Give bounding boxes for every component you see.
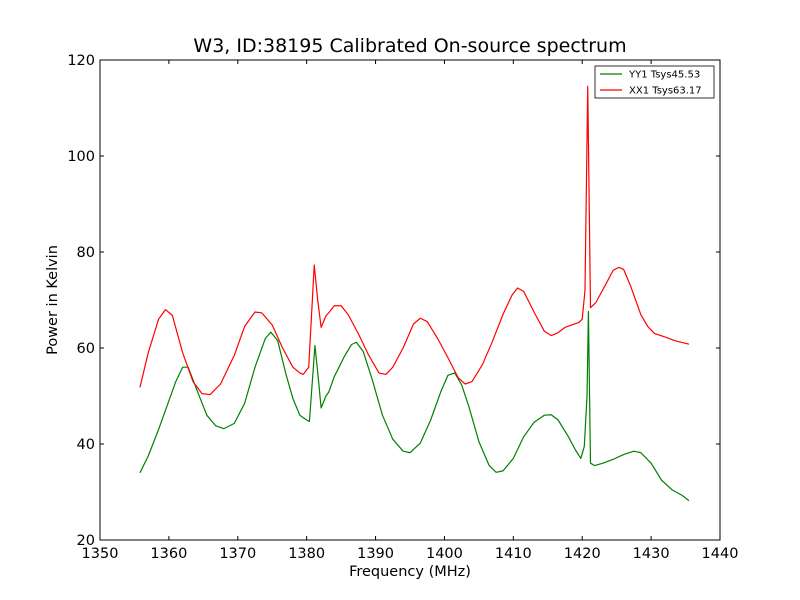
x-tick-label: 1440 xyxy=(702,546,739,562)
x-tick-label: 1400 xyxy=(426,546,463,562)
series-layer xyxy=(139,85,690,502)
y-tick-label: 20 xyxy=(77,533,95,549)
y-tick-label: 40 xyxy=(77,437,95,453)
y-axis-ticks: 20 40 60 80 100 120 xyxy=(67,53,720,549)
y-tick-label: 80 xyxy=(77,245,95,261)
x-axis-label: Frequency (MHz) xyxy=(349,564,471,580)
y-axis-label: Power in Kelvin xyxy=(45,245,61,355)
x-tick-label: 1430 xyxy=(633,546,670,562)
legend-box xyxy=(594,65,715,99)
series-line-yy1 xyxy=(139,310,690,502)
x-tick-label: 1360 xyxy=(150,546,187,562)
plot-frame xyxy=(99,59,721,541)
x-tick-label: 1420 xyxy=(564,546,601,562)
x-tick-label: 1380 xyxy=(288,546,325,562)
y-tick-label: 60 xyxy=(77,341,95,357)
y-tick-label: 120 xyxy=(67,53,95,69)
legend: YY1 Tsys45.53 XX1 Tsys63.17 xyxy=(594,65,715,99)
x-tick-label: 1410 xyxy=(495,546,532,562)
x-tick-label: 1370 xyxy=(219,546,256,562)
x-tick-label: 1350 xyxy=(82,546,119,562)
legend-label-yy1: YY1 Tsys45.53 xyxy=(628,70,700,81)
plot-background xyxy=(100,60,720,540)
x-tick-label: 1390 xyxy=(357,546,394,562)
series-line-xx1 xyxy=(139,85,690,396)
x-axis-ticks: 1350 1360 1370 1380 1390 1400 1410 1420 1430 1440 xyxy=(82,60,739,562)
legend-label-xx1: XX1 Tsys63.17 xyxy=(629,86,702,97)
y-tick-label: 100 xyxy=(67,149,95,165)
chart-title: W3, ID:38195 Calibrated On-source spectr… xyxy=(193,35,626,57)
